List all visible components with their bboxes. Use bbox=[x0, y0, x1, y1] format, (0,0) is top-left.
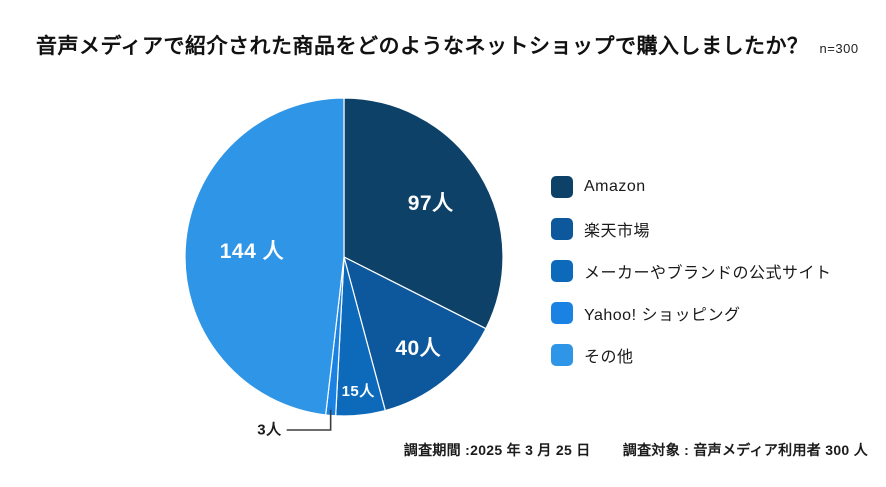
legend-item-other: その他 bbox=[551, 343, 832, 366]
pie-slice-label: 3人 bbox=[257, 422, 282, 439]
legend-swatch bbox=[551, 217, 573, 240]
survey-target: 調査対象 : 音声メディア利用者 300 人 bbox=[622, 442, 868, 458]
legend-label: Yahoo! ショッピング bbox=[584, 306, 741, 324]
title-row: 音声メディアで紹介された商品をどのようなネットショップで購入しましたか？ n=3… bbox=[36, 30, 872, 60]
survey-notes: 調査期間 :2025 年 3 月 25 日 調査対象 : 音声メディア利用者 3… bbox=[404, 440, 868, 460]
pie-slice bbox=[184, 97, 345, 416]
legend-label: その他 bbox=[584, 348, 634, 366]
legend-item-rakuten: 楽天市場 bbox=[551, 217, 832, 240]
legend-item-amazon: Amazon bbox=[551, 175, 832, 198]
pie-slice-label: 40人 bbox=[395, 337, 441, 360]
legend-label: メーカーやブランドの公式サイト bbox=[584, 264, 832, 282]
legend-swatch bbox=[551, 343, 573, 366]
legend: Amazon 楽天市場 メーカーやブランドの公式サイト Yahoo! ショッピン… bbox=[551, 175, 832, 385]
pie-slice-label: 15人 bbox=[342, 383, 376, 400]
legend-item-official-site: メーカーやブランドの公式サイト bbox=[551, 259, 832, 282]
legend-item-yahoo: Yahoo! ショッピング bbox=[551, 301, 832, 324]
legend-swatch bbox=[551, 175, 573, 198]
pie-slice-label: 97人 bbox=[408, 192, 454, 215]
pie-slice bbox=[343, 256, 487, 412]
chart-title: 音声メディアで紹介された商品をどのようなネットショップで購入しましたか？ bbox=[36, 35, 809, 58]
legend-swatch bbox=[551, 259, 573, 282]
legend-label: 楽天市場 bbox=[584, 222, 651, 240]
survey-period: 調査期間 :2025 年 3 月 25 日 bbox=[403, 442, 591, 458]
sample-size: n=300 bbox=[819, 41, 859, 56]
legend-label: Amazon bbox=[584, 177, 646, 195]
legend-swatch bbox=[551, 301, 573, 324]
pie-slice-label: 144 人 bbox=[220, 240, 284, 263]
pie-slice bbox=[343, 97, 504, 330]
callout-line bbox=[286, 409, 332, 431]
